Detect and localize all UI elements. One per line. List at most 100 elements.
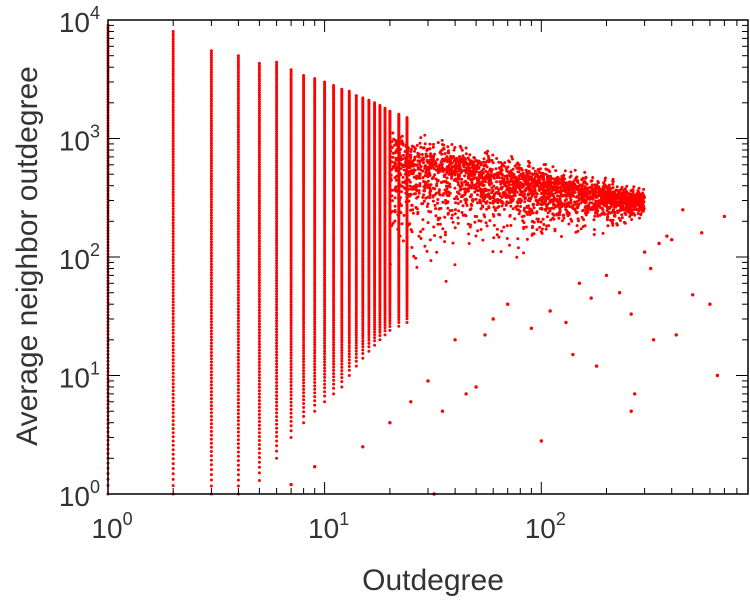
data-point [323,282,327,286]
data-point [289,321,293,325]
data-point [236,388,240,391]
data-point [209,463,213,467]
data-point [564,208,568,211]
data-point [257,107,261,110]
data-point [171,361,175,365]
data-point [538,225,542,229]
data-point [171,129,175,132]
data-point [236,118,240,122]
data-point [479,228,483,231]
data-point [209,326,213,330]
data-point [236,265,240,269]
data-point [171,121,175,125]
data-point [539,220,543,224]
data-point [302,288,306,292]
data-point [332,300,336,304]
data-point [332,338,336,342]
data-point [171,158,175,162]
data-point [275,333,279,337]
data-point [332,314,336,318]
data-point [453,186,457,190]
data-point [257,66,261,70]
data-point [171,364,175,368]
data-point [209,360,213,364]
data-point [171,150,175,154]
data-point [332,285,336,289]
data-point [416,195,420,199]
data-point [532,188,536,192]
data-point [491,153,495,157]
data-point [441,200,445,204]
data-point [171,354,175,358]
data-point [257,97,261,101]
data-point [209,109,213,113]
data-point [428,142,432,146]
data-point [568,175,572,179]
data-point [289,138,293,142]
data-point [209,198,213,201]
data-point [347,295,351,299]
data-point [236,325,240,329]
data-point [520,215,524,219]
data-point [423,133,427,137]
data-point [236,185,240,189]
data-point [302,243,306,247]
data-point [236,438,240,442]
data-point [236,214,240,218]
data-point [457,177,460,181]
data-point [456,202,460,205]
data-point [323,390,327,394]
data-point [340,343,344,347]
data-point [289,331,293,335]
data-point [302,317,306,321]
data-point [405,309,409,313]
data-point [171,126,175,130]
data-point [391,131,395,135]
data-point [209,131,213,135]
data-point [209,195,213,199]
data-point [419,145,423,149]
data-point [289,220,293,224]
data-point [209,426,213,429]
data-point [340,365,344,369]
data-point [236,468,240,472]
data-point [257,172,261,176]
data-point [236,337,240,341]
data-point [257,262,261,266]
data-point [275,224,279,228]
data-point [347,310,351,314]
data-point [275,418,279,422]
data-point [171,163,175,167]
data-point [171,139,175,143]
data-point [354,302,358,306]
data-point [236,175,240,179]
data-point [209,136,213,140]
data-point [354,344,358,347]
data-point [421,176,425,180]
data-point [257,265,261,269]
data-point [275,359,279,363]
data-point [289,155,293,159]
data-point [596,180,600,183]
data-point [275,92,279,96]
data-point [257,284,261,287]
data-point [275,390,279,394]
data-point [445,176,449,180]
data-point [289,380,293,384]
data-point [313,384,317,388]
data-point [289,231,293,235]
data-point [332,348,336,352]
data-point [171,411,175,415]
data-point [171,193,175,197]
data-point [388,310,392,314]
data-point [236,104,240,107]
data-point [209,323,213,327]
data-point [302,230,306,234]
data-point [492,236,496,240]
data-point [275,347,279,351]
data-point [257,179,261,183]
data-point [275,430,279,434]
data-point [302,315,306,319]
data-point [171,415,175,419]
data-point [171,187,175,191]
